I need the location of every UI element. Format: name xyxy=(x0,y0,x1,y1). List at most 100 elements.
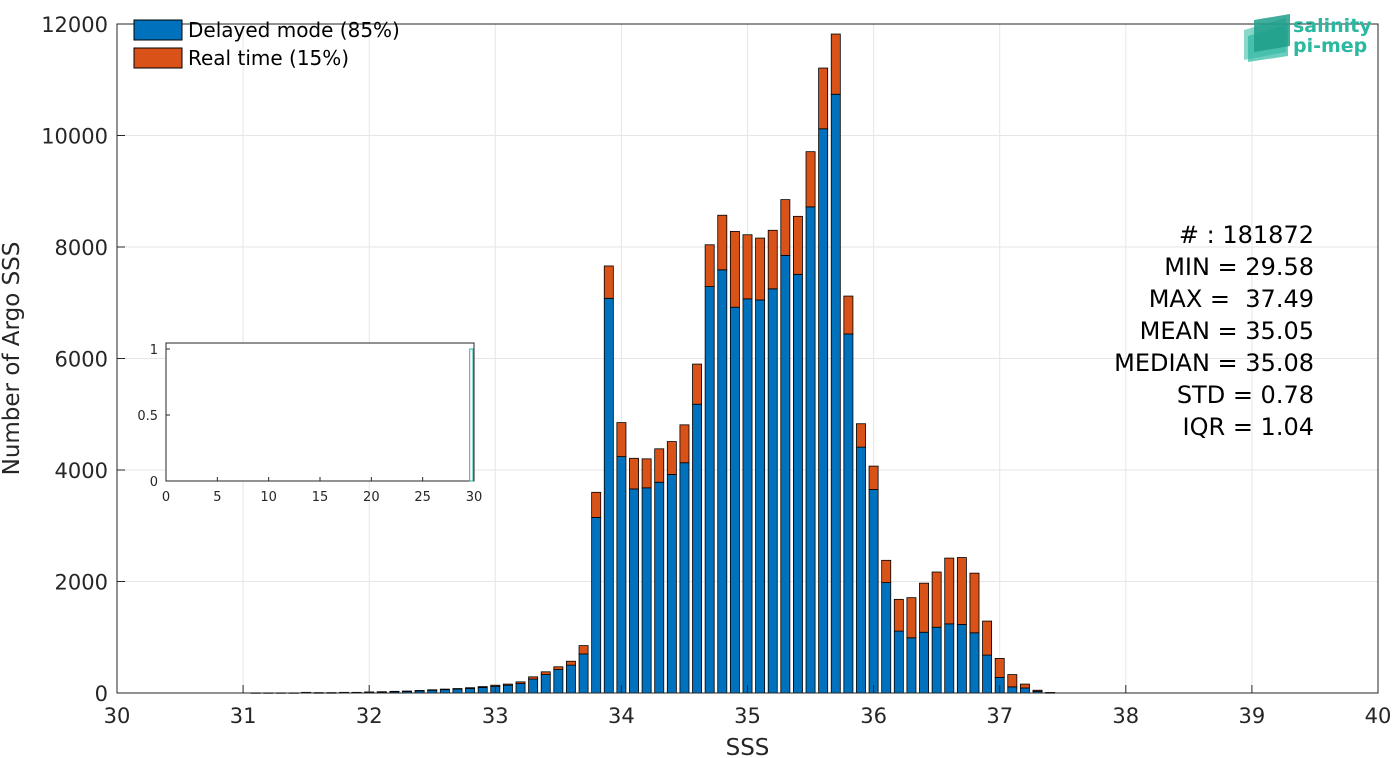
bar-realtime xyxy=(818,67,829,130)
bar-delayed xyxy=(578,653,589,694)
bar-delayed xyxy=(881,582,892,694)
inset-frame xyxy=(165,342,475,482)
bar-delayed xyxy=(1007,686,1018,694)
legend-swatch-realtime xyxy=(133,47,183,69)
bar-delayed xyxy=(540,674,551,694)
bars xyxy=(250,33,1056,694)
bar-delayed xyxy=(818,128,829,694)
bar-realtime xyxy=(603,265,614,299)
bar-delayed xyxy=(969,632,980,694)
x-tick-label: 31 xyxy=(230,704,257,728)
inset-x-tick-label: 5 xyxy=(213,490,221,505)
bar-delayed xyxy=(704,286,715,694)
bar-realtime xyxy=(1007,674,1018,688)
bar-delayed xyxy=(805,206,816,694)
inset-x-tick-label: 20 xyxy=(363,490,380,505)
x-tick-label: 40 xyxy=(1365,704,1392,728)
bar-realtime xyxy=(578,645,589,655)
inset-bar xyxy=(469,348,474,482)
bar-realtime xyxy=(629,457,639,490)
bar-delayed xyxy=(729,306,740,694)
bar-realtime xyxy=(729,230,740,308)
bar-realtime xyxy=(881,559,892,584)
stat-max: MAX = 37.49 xyxy=(1149,285,1314,313)
bar-realtime xyxy=(742,234,753,300)
inset-x-tick-label: 25 xyxy=(414,490,431,505)
stats-box: # : 181872 MIN = 29.58 MAX = 37.49 MEAN … xyxy=(1114,221,1314,441)
bar-delayed xyxy=(477,687,488,694)
bar-realtime xyxy=(376,691,387,693)
bar-realtime xyxy=(780,199,791,256)
bar-realtime xyxy=(944,557,955,625)
x-tick-label: 33 xyxy=(482,704,509,728)
bar-delayed xyxy=(603,297,614,694)
bar-realtime xyxy=(389,690,400,693)
inset-y-tick-label: 0 xyxy=(150,475,158,490)
bar-delayed xyxy=(742,298,753,694)
bar-delayed xyxy=(641,487,652,694)
bar-realtime xyxy=(919,582,929,633)
bar-realtime xyxy=(566,660,576,666)
bar-realtime xyxy=(830,33,841,95)
bar-realtime xyxy=(692,363,702,405)
bar-realtime xyxy=(439,688,450,691)
inset-plot: 0 5 10 15 20 25 30 0 0.5 1 xyxy=(137,342,482,505)
bar-realtime xyxy=(843,295,854,335)
bar-delayed xyxy=(502,684,513,694)
y-tick-label: 6000 xyxy=(55,348,108,372)
bar-delayed xyxy=(893,630,904,694)
bar-realtime xyxy=(982,620,993,656)
logo-line1: salinity xyxy=(1293,15,1372,37)
bar-delayed xyxy=(906,637,917,694)
y-tick-label: 2000 xyxy=(55,571,108,595)
bar-realtime xyxy=(654,448,665,483)
bar-delayed xyxy=(931,626,942,694)
inset-ticks: 0 5 10 15 20 25 30 0 0.5 1 xyxy=(137,343,482,505)
bar-delayed xyxy=(679,462,690,694)
inset-x-tick-label: 30 xyxy=(466,490,483,505)
bar-realtime xyxy=(969,572,980,634)
bar-realtime xyxy=(477,686,488,688)
bar-realtime xyxy=(704,244,715,287)
bar-realtime xyxy=(502,683,513,686)
bar-delayed xyxy=(767,288,778,694)
bar-realtime xyxy=(856,423,866,448)
inset-x-tick-label: 0 xyxy=(162,490,170,505)
x-tick-label: 39 xyxy=(1239,704,1266,728)
y-tick-label: 0 xyxy=(95,682,108,706)
bar-delayed xyxy=(982,654,993,694)
bar-realtime xyxy=(906,597,917,639)
x-tick-label: 30 xyxy=(104,704,131,728)
bar-realtime xyxy=(717,214,728,271)
bar-realtime xyxy=(528,676,539,680)
bar-realtime xyxy=(755,237,766,301)
bar-realtime xyxy=(805,151,816,208)
bar-delayed xyxy=(717,269,728,694)
bar-delayed xyxy=(944,623,955,694)
bar-delayed xyxy=(868,489,879,694)
bar-realtime xyxy=(452,688,463,690)
y-tick-label: 8000 xyxy=(55,236,108,260)
x-ticks: 30 31 32 33 34 35 36 37 38 39 40 xyxy=(104,685,1392,728)
bar-realtime xyxy=(666,441,677,475)
bar-delayed xyxy=(616,456,627,694)
bar-delayed xyxy=(956,624,967,694)
bar-delayed xyxy=(439,689,450,694)
bar-realtime xyxy=(414,690,425,692)
bar-realtime xyxy=(893,598,904,632)
x-tick-label: 32 xyxy=(356,704,383,728)
stat-median: MEDIAN = 35.08 xyxy=(1114,349,1314,377)
logo-mark-icon xyxy=(1244,14,1290,62)
legend: Delayed mode (85%) Real time (15%) xyxy=(133,18,400,70)
bar-delayed xyxy=(452,688,463,694)
bar-realtime xyxy=(1019,683,1030,689)
stat-count: # : 181872 xyxy=(1179,221,1314,249)
x-tick-label: 36 xyxy=(860,704,887,728)
y-tick-label: 12000 xyxy=(41,13,108,37)
bar-realtime xyxy=(427,689,438,691)
y-tick-label: 10000 xyxy=(41,125,108,149)
inset-x-tick-label: 15 xyxy=(312,490,329,505)
legend-label-delayed: Delayed mode (85%) xyxy=(188,18,400,42)
bar-realtime xyxy=(994,658,1005,678)
